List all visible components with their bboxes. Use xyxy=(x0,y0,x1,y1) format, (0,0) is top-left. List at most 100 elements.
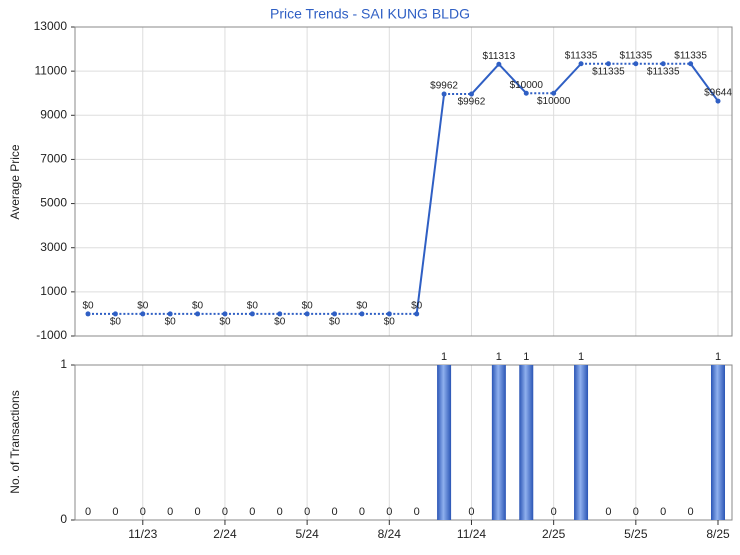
value-label: 0 xyxy=(386,506,392,518)
marker xyxy=(249,311,255,317)
y-tick-label: 5000 xyxy=(40,196,67,210)
x-tick-label: 11/23 xyxy=(128,527,157,541)
value-label: $0 xyxy=(137,301,149,312)
marker xyxy=(523,90,529,96)
x-tick-label: 8/24 xyxy=(378,527,402,541)
value-label: $11335 xyxy=(592,66,625,77)
value-label: $9644 xyxy=(704,88,732,99)
y-tick-label: 13000 xyxy=(34,19,68,33)
value-label: 0 xyxy=(222,506,228,518)
value-label: 1 xyxy=(496,351,502,363)
marker xyxy=(441,91,447,97)
value-label: $11335 xyxy=(565,50,598,61)
value-label: $11335 xyxy=(620,50,653,61)
line-segment xyxy=(470,63,500,95)
value-label: $11313 xyxy=(483,51,516,62)
value-label: $10000 xyxy=(537,96,571,107)
marker xyxy=(167,311,173,317)
chart-title: Price Trends - SAI KUNG BLDG xyxy=(270,6,470,22)
marker xyxy=(496,61,502,67)
value-label: $0 xyxy=(411,301,423,312)
marker xyxy=(386,311,392,317)
x-tick-label: 8/25 xyxy=(706,527,730,541)
value-label: $0 xyxy=(329,317,341,328)
marker xyxy=(304,311,310,317)
value-label: 0 xyxy=(331,506,337,518)
value-label: $0 xyxy=(356,301,368,312)
x-tick-label: 5/24 xyxy=(295,527,319,541)
line-segment xyxy=(552,63,582,94)
plot-frame xyxy=(74,26,733,337)
marker xyxy=(195,311,201,317)
value-label: $0 xyxy=(165,317,177,328)
y-tick-label: 0 xyxy=(60,512,67,526)
value-label: $0 xyxy=(110,317,122,328)
x-tick-label: 2/24 xyxy=(213,527,237,541)
line-segment xyxy=(689,63,719,102)
bar xyxy=(519,365,534,520)
y-tick-label: -1000 xyxy=(36,328,67,342)
marker xyxy=(414,311,420,317)
value-label: 1 xyxy=(578,351,584,363)
value-label: $11335 xyxy=(647,66,680,77)
value-label: 0 xyxy=(167,506,173,518)
value-label: 0 xyxy=(605,506,611,518)
marker xyxy=(222,311,228,317)
y-tick-label: 7000 xyxy=(40,152,67,166)
value-label: 0 xyxy=(85,506,91,518)
marker xyxy=(551,90,557,96)
value-label: 0 xyxy=(551,506,557,518)
bar xyxy=(574,365,589,520)
marker xyxy=(633,61,639,67)
value-label: 0 xyxy=(140,506,146,518)
value-label: 0 xyxy=(359,506,365,518)
value-label: $0 xyxy=(302,301,314,312)
value-label: $0 xyxy=(82,301,94,312)
y-axis-label: No. of Transactions xyxy=(8,390,22,493)
value-label: $11335 xyxy=(674,50,707,61)
value-label: 0 xyxy=(633,506,639,518)
value-label: 0 xyxy=(304,506,310,518)
line-segment xyxy=(415,93,446,315)
marker xyxy=(578,61,584,67)
value-label: $0 xyxy=(384,317,396,328)
value-label: 0 xyxy=(414,506,420,518)
marker xyxy=(359,311,365,317)
value-label: $9962 xyxy=(458,97,486,108)
marker xyxy=(85,311,91,317)
y-tick-label: 1 xyxy=(60,357,67,371)
value-label: 0 xyxy=(468,506,474,518)
y-tick-label: 11000 xyxy=(35,63,68,77)
value-label: 0 xyxy=(249,506,255,518)
x-tick-label: 11/24 xyxy=(457,527,486,541)
x-tick-label: 5/25 xyxy=(624,527,648,541)
plot-frame xyxy=(74,364,733,521)
value-label: $0 xyxy=(192,301,204,312)
value-label: 0 xyxy=(112,506,118,518)
value-label: $0 xyxy=(219,317,231,328)
line-segment xyxy=(498,63,527,94)
bar xyxy=(491,365,506,520)
marker xyxy=(277,311,283,317)
marker xyxy=(715,98,721,104)
marker xyxy=(660,61,666,67)
value-label: $9962 xyxy=(430,81,458,92)
value-label: 1 xyxy=(523,351,529,363)
marker xyxy=(332,311,338,317)
value-label: 1 xyxy=(715,351,721,363)
value-label: 0 xyxy=(277,506,283,518)
marker xyxy=(112,311,118,317)
y-tick-label: 9000 xyxy=(40,107,67,121)
value-label: $0 xyxy=(274,317,286,328)
y-tick-label: 1000 xyxy=(40,284,67,298)
marker xyxy=(140,311,146,317)
value-label: 0 xyxy=(660,506,666,518)
value-label: 1 xyxy=(441,351,447,363)
value-label: 0 xyxy=(195,506,201,518)
value-label: $0 xyxy=(247,301,259,312)
marker xyxy=(688,61,694,67)
marker xyxy=(605,61,611,67)
value-label: 0 xyxy=(688,506,694,518)
y-axis-label: Average Price xyxy=(8,144,22,219)
